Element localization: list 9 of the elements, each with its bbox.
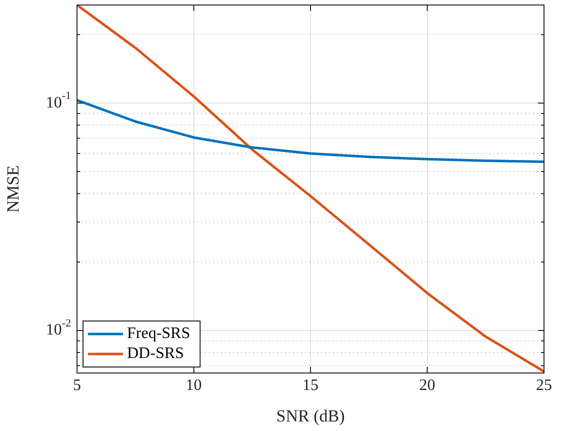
x-tick-label: 20 (419, 376, 436, 394)
x-tick-label: 25 (536, 376, 552, 394)
y-axis-title: NMSE (4, 165, 23, 213)
x-tick-label: 10 (186, 376, 202, 394)
x-tick-label: 5 (73, 376, 81, 394)
x-tick-label: 15 (302, 376, 318, 394)
legend-label: DD-SRS (127, 345, 184, 362)
x-axis-title: SNR (dB) (276, 406, 345, 426)
legend-label: Freq-SRS (127, 325, 190, 342)
